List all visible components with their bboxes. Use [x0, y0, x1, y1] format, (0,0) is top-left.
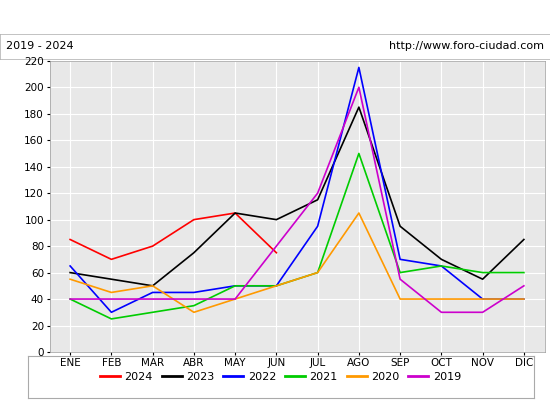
Text: 2019 - 2024: 2019 - 2024 [6, 41, 73, 51]
Legend: 2024, 2023, 2022, 2021, 2020, 2019: 2024, 2023, 2022, 2021, 2020, 2019 [96, 368, 465, 386]
Text: Evolucion Nº Turistas Extranjeros en el municipio de Celada del Camino: Evolucion Nº Turistas Extranjeros en el … [51, 10, 499, 24]
Text: http://www.foro-ciudad.com: http://www.foro-ciudad.com [389, 41, 544, 51]
